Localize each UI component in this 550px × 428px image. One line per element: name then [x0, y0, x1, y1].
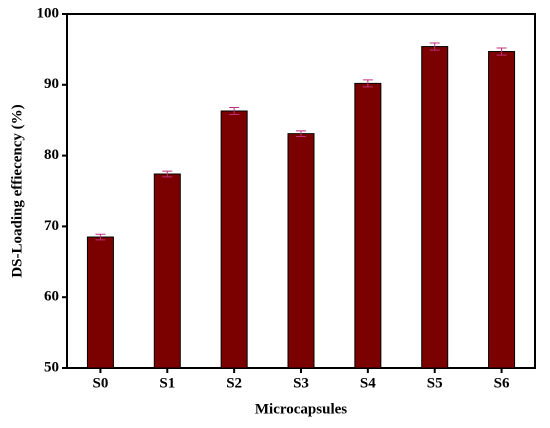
y-tick-label: 50 — [44, 359, 59, 375]
y-tick-label: 70 — [44, 218, 59, 234]
x-tick-label: S6 — [494, 375, 510, 391]
error-bar — [162, 170, 173, 178]
x-tick-label: S1 — [159, 375, 175, 391]
error-bar — [429, 42, 440, 51]
error-bar — [229, 106, 240, 116]
bar — [354, 82, 382, 369]
y-tick-label: 60 — [44, 289, 59, 305]
bar — [86, 236, 114, 369]
bar — [421, 46, 449, 369]
x-axis-label: Microcapsules — [255, 401, 347, 417]
x-tick-label: S5 — [427, 375, 443, 391]
y-tick-label: 100 — [37, 5, 60, 21]
y-axis-label: DS-Loading effiecency (%) — [9, 104, 25, 277]
bar — [488, 51, 516, 369]
bar — [153, 173, 181, 369]
error-bar — [95, 233, 106, 241]
error-bar — [296, 130, 306, 137]
error-bar — [496, 47, 507, 56]
y-tick-label: 80 — [44, 147, 59, 163]
bar — [287, 133, 315, 369]
x-tick-label: S2 — [226, 375, 242, 391]
y-tick-label: 90 — [44, 76, 59, 92]
x-tick-label: S3 — [293, 375, 309, 391]
error-bar — [362, 79, 373, 88]
bar — [220, 110, 248, 369]
x-tick-label: S4 — [360, 375, 376, 391]
x-tick-label: S0 — [93, 375, 109, 391]
